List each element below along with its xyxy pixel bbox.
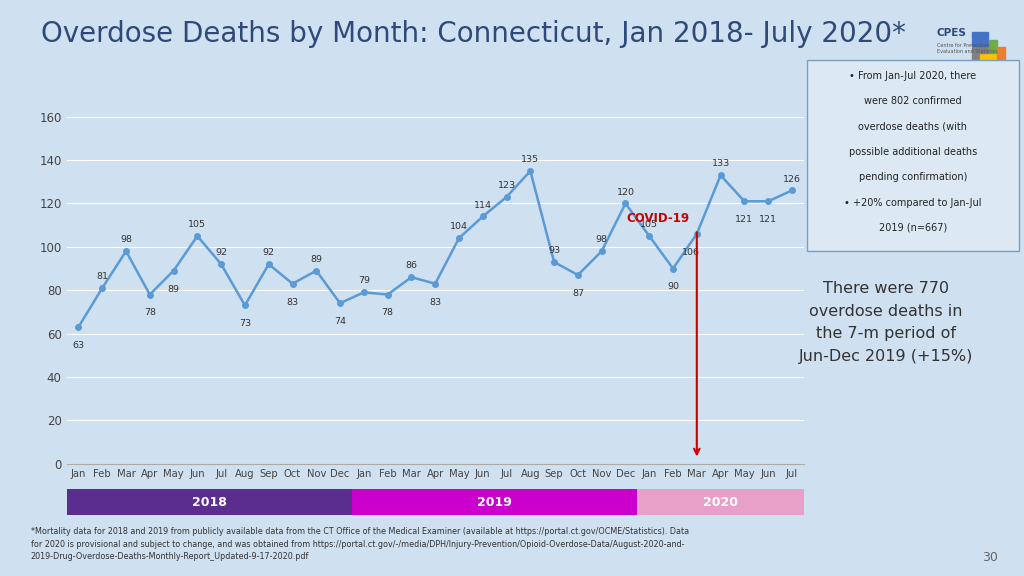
Text: 81: 81	[96, 272, 109, 281]
Text: 78: 78	[143, 308, 156, 317]
Text: 92: 92	[263, 248, 274, 257]
Bar	[997, 54, 1005, 60]
Text: 90: 90	[667, 282, 679, 291]
Text: 104: 104	[450, 222, 468, 231]
Text: 98: 98	[120, 235, 132, 244]
Bar	[981, 54, 988, 60]
Bar	[981, 40, 988, 46]
Bar	[972, 54, 980, 60]
Text: Centre for Prevention
Evaluation and Statistics: Centre for Prevention Evaluation and Sta…	[937, 43, 997, 54]
Text: 86: 86	[406, 262, 418, 270]
Bar	[981, 47, 988, 54]
Text: 73: 73	[239, 319, 251, 328]
Text: 2019: 2019	[477, 496, 512, 509]
Text: 2019 (n=667): 2019 (n=667)	[879, 223, 947, 233]
Text: 87: 87	[571, 289, 584, 298]
Text: 133: 133	[712, 160, 730, 168]
Text: 135: 135	[521, 155, 540, 164]
Text: 123: 123	[498, 181, 516, 190]
Bar	[989, 54, 996, 60]
Text: There were 770
overdose deaths in
the 7-m period of
Jun-Dec 2019 (+15%): There were 770 overdose deaths in the 7-…	[799, 281, 973, 364]
Text: 89: 89	[310, 255, 323, 264]
Text: 105: 105	[640, 220, 658, 229]
Text: 30: 30	[982, 551, 998, 564]
Text: 2018: 2018	[191, 496, 226, 509]
Bar	[997, 47, 1005, 54]
Text: overdose deaths (with: overdose deaths (with	[858, 122, 968, 131]
Text: Overdose Deaths by Month: Connecticut, Jan 2018- July 2020*: Overdose Deaths by Month: Connecticut, J…	[41, 20, 906, 48]
Bar	[989, 47, 996, 54]
Bar	[989, 40, 996, 46]
Text: • From Jan-Jul 2020, there: • From Jan-Jul 2020, there	[849, 71, 977, 81]
Text: • +20% compared to Jan-Jul: • +20% compared to Jan-Jul	[844, 198, 982, 207]
Bar	[972, 40, 980, 46]
Bar	[972, 32, 980, 39]
Text: 83: 83	[287, 298, 299, 306]
Text: 2020: 2020	[703, 496, 738, 509]
Text: 121: 121	[759, 215, 777, 224]
Text: possible additional deaths: possible additional deaths	[849, 147, 977, 157]
Text: 89: 89	[168, 285, 179, 294]
Text: COVID-19: COVID-19	[627, 212, 690, 225]
Text: 93: 93	[548, 246, 560, 255]
Bar	[972, 47, 980, 54]
Text: 126: 126	[783, 175, 801, 184]
Text: 74: 74	[334, 317, 346, 326]
Text: 92: 92	[215, 248, 227, 257]
Text: 63: 63	[73, 341, 85, 350]
Text: CPES: CPES	[937, 28, 967, 38]
Text: 78: 78	[382, 308, 393, 317]
Text: *Mortality data for 2018 and 2019 from publicly available data from the CT Offic: *Mortality data for 2018 and 2019 from p…	[31, 527, 689, 561]
Text: 105: 105	[188, 220, 207, 229]
Text: 106: 106	[682, 248, 700, 257]
Text: 120: 120	[616, 188, 635, 196]
Text: pending confirmation): pending confirmation)	[859, 172, 967, 182]
Text: 121: 121	[735, 215, 754, 224]
Text: 114: 114	[474, 200, 492, 210]
Text: were 802 confirmed: were 802 confirmed	[864, 96, 962, 106]
Text: 98: 98	[596, 235, 607, 244]
Text: 79: 79	[357, 276, 370, 286]
Text: 83: 83	[429, 298, 441, 306]
Bar	[981, 32, 988, 39]
